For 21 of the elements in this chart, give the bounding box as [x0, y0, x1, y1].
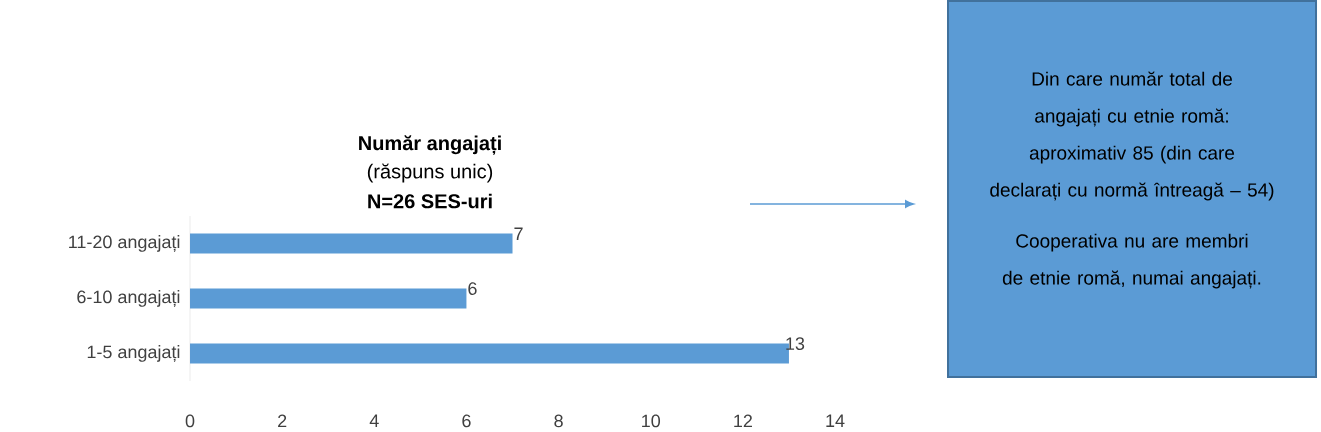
y-tick-label: 6-10 angajați [77, 290, 180, 307]
data-label: 7 [514, 227, 523, 240]
bar [190, 288, 467, 309]
text: Din care număr total de angajați cu etnie romă: aproximativ 85 (din care declarați cu normă întreagă – 54) [990, 71, 1274, 201]
x-tick-label: 4 [369, 414, 379, 427]
chart-title: Număr angajați [359, 135, 501, 155]
x-tick-label: 0 [185, 414, 195, 428]
y-tick-label: 1-5 angajați [87, 345, 180, 362]
chart-subtitle: (răspuns unic) [367, 163, 493, 183]
bar [190, 233, 513, 254]
x-tick-label: 10 [642, 414, 661, 428]
x-tick-label: 14 [826, 414, 845, 427]
data-label: 13 [786, 337, 805, 350]
x-tick-label: 12 [734, 414, 752, 428]
x-tick-label: 2 [278, 414, 287, 428]
x-tick-label: 8 [554, 414, 563, 428]
y-tick-label: 11-20 angajați [69, 235, 180, 252]
text: Cooperativa nu are membri de etnie romă, numai angajați. [1002, 233, 1261, 289]
data-label: 6 [468, 282, 477, 295]
text: N=26 SES-uri [368, 193, 492, 209]
x-tick-label: 6 [462, 414, 471, 428]
